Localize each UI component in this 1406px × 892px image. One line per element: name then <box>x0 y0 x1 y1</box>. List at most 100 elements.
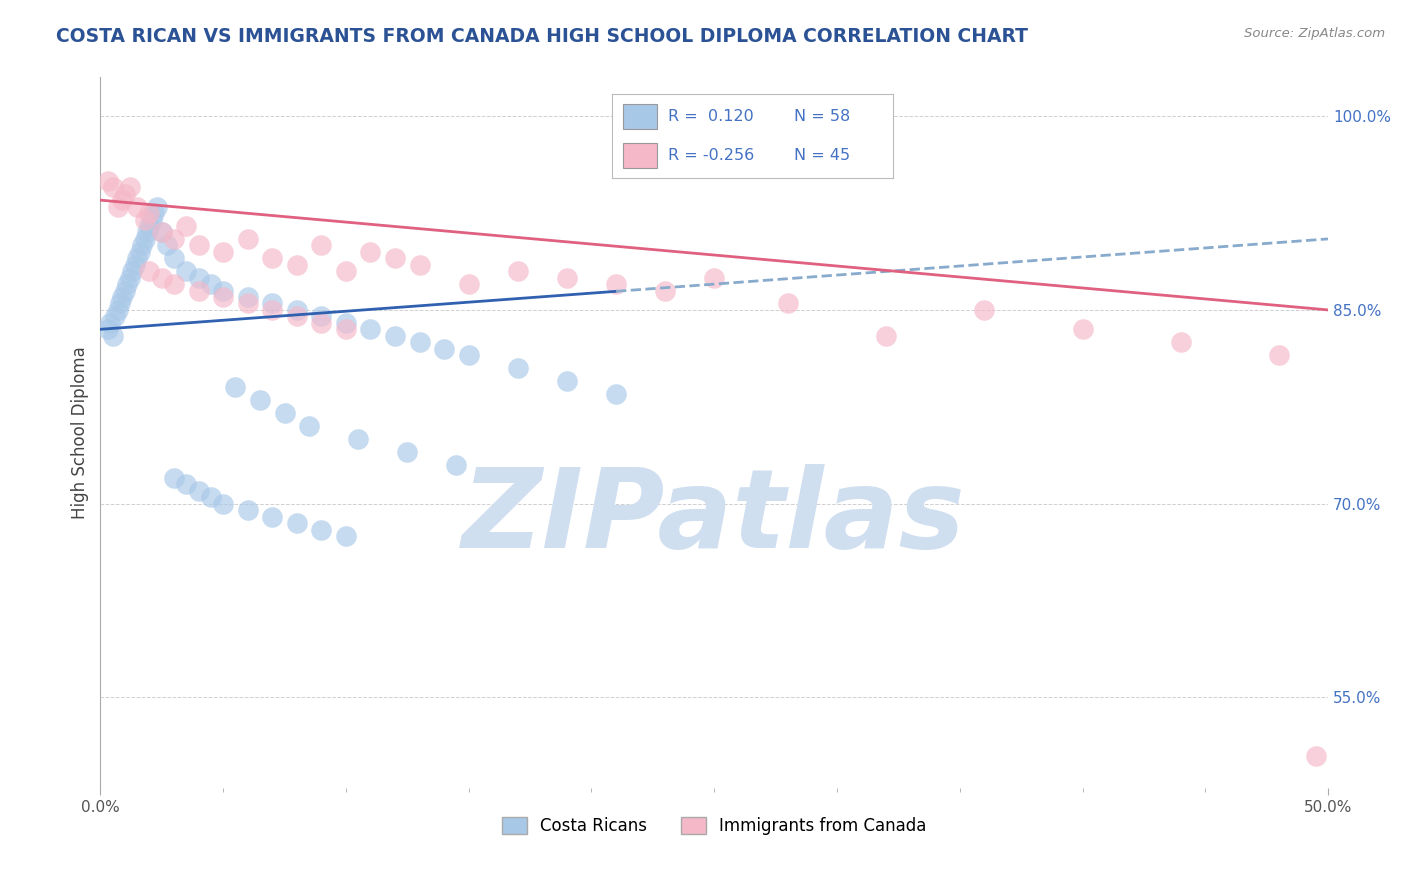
Point <box>973 302 995 317</box>
Point <box>335 529 357 543</box>
Point <box>506 264 529 278</box>
Point <box>506 361 529 376</box>
Point <box>128 244 150 259</box>
Point <box>1071 322 1094 336</box>
Point <box>236 232 259 246</box>
Point <box>97 174 120 188</box>
Point <box>236 290 259 304</box>
Point <box>107 302 129 317</box>
Point <box>384 328 406 343</box>
Point <box>101 328 124 343</box>
Point <box>187 270 209 285</box>
Point <box>262 509 284 524</box>
Point <box>138 206 160 220</box>
Point <box>107 200 129 214</box>
Point <box>124 258 146 272</box>
Point <box>311 310 333 324</box>
Text: N = 45: N = 45 <box>794 148 851 163</box>
Point <box>335 264 357 278</box>
Point <box>285 310 308 324</box>
Point <box>200 277 222 291</box>
Point <box>408 335 430 350</box>
Point <box>446 458 468 472</box>
Point <box>285 302 308 317</box>
Point <box>163 252 186 266</box>
Point <box>335 322 357 336</box>
Point <box>156 238 179 252</box>
Point <box>236 296 259 310</box>
Point <box>134 232 156 246</box>
Point <box>212 284 235 298</box>
Point <box>187 238 209 252</box>
Point <box>114 284 136 298</box>
Point <box>311 523 333 537</box>
Point <box>1170 335 1192 350</box>
Point <box>359 244 381 259</box>
Point <box>138 264 160 278</box>
Point <box>150 270 173 285</box>
Point <box>104 310 127 324</box>
Point <box>118 180 141 194</box>
Point <box>187 284 209 298</box>
Point <box>111 193 134 207</box>
Point <box>108 296 131 310</box>
Point <box>176 477 198 491</box>
Point <box>703 270 725 285</box>
Point <box>311 238 333 252</box>
Point <box>555 374 578 388</box>
Point <box>212 290 235 304</box>
Point <box>384 252 406 266</box>
Point <box>1305 748 1327 763</box>
Point <box>273 406 295 420</box>
FancyBboxPatch shape <box>623 143 657 169</box>
Text: R =  0.120: R = 0.120 <box>668 109 754 124</box>
Point <box>262 296 284 310</box>
Y-axis label: High School Diploma: High School Diploma <box>72 346 89 519</box>
Legend: Costa Ricans, Immigrants from Canada: Costa Ricans, Immigrants from Canada <box>494 809 935 844</box>
Point <box>224 380 246 394</box>
Point <box>396 445 419 459</box>
Point <box>150 226 173 240</box>
Point <box>176 219 198 233</box>
Point <box>127 200 149 214</box>
Point <box>285 258 308 272</box>
Point <box>114 186 136 201</box>
Point <box>187 483 209 498</box>
Point <box>141 212 163 227</box>
Point <box>127 252 149 266</box>
Point <box>285 516 308 530</box>
Point <box>236 503 259 517</box>
Point <box>1268 348 1291 362</box>
Point <box>457 277 479 291</box>
Point <box>134 212 156 227</box>
Point <box>163 471 186 485</box>
Point <box>433 342 456 356</box>
Point <box>875 328 897 343</box>
Point <box>150 226 173 240</box>
Point <box>605 277 627 291</box>
Point <box>143 206 166 220</box>
Point <box>605 387 627 401</box>
Point <box>131 238 153 252</box>
Point <box>555 270 578 285</box>
FancyBboxPatch shape <box>623 103 657 129</box>
Point <box>117 277 139 291</box>
Point <box>654 284 676 298</box>
Point <box>136 226 159 240</box>
Point <box>98 316 121 330</box>
Point <box>163 232 186 246</box>
Point <box>200 490 222 504</box>
Point <box>212 244 235 259</box>
Point <box>347 432 370 446</box>
Point <box>138 219 160 233</box>
Point <box>408 258 430 272</box>
Point <box>298 419 321 434</box>
Point <box>776 296 799 310</box>
Point <box>311 316 333 330</box>
Point <box>212 497 235 511</box>
Point <box>146 200 169 214</box>
Point <box>118 270 141 285</box>
Point <box>359 322 381 336</box>
Text: COSTA RICAN VS IMMIGRANTS FROM CANADA HIGH SCHOOL DIPLOMA CORRELATION CHART: COSTA RICAN VS IMMIGRANTS FROM CANADA HI… <box>56 27 1028 45</box>
Point <box>457 348 479 362</box>
